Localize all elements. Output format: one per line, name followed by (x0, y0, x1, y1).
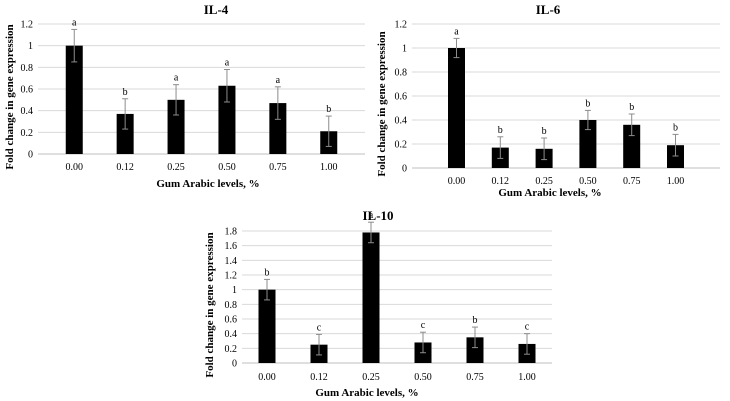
bar (167, 99, 185, 154)
significance-letter: b (585, 98, 590, 109)
y-tick-label: 0.8 (225, 300, 238, 311)
significance-letter: a (72, 17, 77, 28)
y-tick-label: 0.6 (395, 92, 408, 103)
significance-letter: c (317, 322, 322, 333)
bar (116, 113, 134, 154)
x-tick-label: 0.25 (167, 162, 185, 173)
significance-letter: a (369, 210, 374, 221)
y-tick-label: 0.8 (21, 63, 34, 74)
x-tick-label: 1.00 (518, 372, 536, 383)
x-axis-title: Gum Arabic levels, % (315, 387, 418, 399)
bar (65, 45, 83, 154)
chart-il-4: 0 0.2 0.4 0.6 0.8 1 1.2 a 0.00 b 0.12 a 0.25 a 0.50 a 0.… (4, 2, 365, 190)
y-tick-label: 1 (28, 41, 33, 52)
y-tick-label: 1.2 (225, 271, 238, 282)
bar (466, 337, 484, 363)
x-tick-label: 0.12 (310, 372, 328, 383)
significance-letter: b (123, 87, 128, 98)
y-tick-label: 0.6 (21, 85, 34, 96)
significance-letter: b (629, 102, 634, 113)
x-tick-label: 0.12 (492, 176, 510, 187)
y-tick-label: 0.4 (225, 329, 238, 340)
x-tick-label: 0.50 (218, 162, 236, 173)
y-tick-label: 0.2 (395, 140, 408, 151)
y-tick-label: 0.2 (225, 344, 238, 355)
y-tick-label: 0.6 (225, 315, 238, 326)
significance-letter: b (542, 126, 547, 137)
y-tick-label: 0 (28, 150, 33, 161)
bar (362, 232, 380, 363)
y-tick-label: 1.8 (225, 227, 238, 238)
y-axis-title: Fold change in gene expression (204, 232, 216, 377)
x-axis-title: Gum Arabic levels, % (156, 178, 259, 190)
bar (218, 85, 236, 154)
significance-letter: b (673, 122, 678, 133)
y-tick-label: 1.6 (225, 241, 238, 252)
bar (258, 289, 276, 363)
x-tick-label: 0.75 (466, 372, 484, 383)
x-tick-label: 0.00 (448, 176, 466, 187)
x-tick-label: 0.75 (623, 176, 641, 187)
significance-letter: a (174, 73, 179, 84)
significance-letter: b (265, 267, 270, 278)
x-tick-label: 0.25 (535, 176, 553, 187)
y-tick-label: 1 (232, 285, 237, 296)
y-tick-label: 1.2 (395, 20, 408, 31)
bar (579, 120, 597, 168)
bar (448, 48, 465, 168)
significance-letter: b (326, 104, 331, 115)
bar (623, 124, 641, 168)
bar (269, 103, 287, 154)
y-tick-label: 0.8 (395, 68, 408, 79)
y-tick-label: 0.4 (395, 116, 408, 127)
significance-letter: b (498, 125, 503, 136)
y-axis-title: Fold change in gene expression (376, 31, 388, 176)
x-tick-label: 0.50 (579, 176, 597, 187)
y-tick-label: 1.4 (225, 256, 238, 267)
y-tick-label: 0.2 (21, 128, 34, 139)
chart-il-10: 0 0.2 0.4 0.6 0.8 1 1.2 1.4 1.6 1.8 b 0.00 c 0.12 a 0.2… (204, 208, 552, 399)
x-tick-label: 0.00 (66, 162, 84, 173)
y-tick-label: 0.4 (21, 106, 34, 117)
x-tick-label: 0.50 (414, 372, 432, 383)
x-tick-label: 1.00 (667, 176, 685, 187)
x-tick-label: 0.12 (116, 162, 134, 173)
significance-letter: a (225, 58, 230, 69)
significance-letter: a (454, 26, 459, 37)
x-tick-label: 0.25 (362, 372, 380, 383)
chart-title: IL-10 (362, 208, 393, 223)
x-tick-label: 0.75 (269, 162, 287, 173)
x-axis-title: Gum Arabic levels, % (498, 187, 601, 199)
significance-letter: c (525, 322, 530, 333)
chart-title: IL-6 (536, 2, 561, 17)
y-tick-label: 1 (402, 44, 407, 55)
chart-title: IL-4 (204, 2, 229, 17)
x-tick-label: 0.00 (258, 372, 276, 383)
y-tick-label: 0 (232, 359, 237, 370)
significance-letter: c (421, 320, 426, 331)
significance-letter: b (473, 315, 478, 326)
y-axis-title: Fold change in gene expression (4, 24, 16, 169)
y-tick-label: 0 (402, 164, 407, 175)
y-tick-label: 1.2 (21, 20, 34, 31)
bar (667, 145, 684, 168)
x-tick-label: 1.00 (320, 162, 338, 173)
significance-letter: a (276, 75, 281, 86)
chart-il-6: 0 0.2 0.4 0.6 0.8 1 1.2 a 0.00 b 0.12 b 0.25 b 0.50 b 0.… (376, 2, 720, 199)
